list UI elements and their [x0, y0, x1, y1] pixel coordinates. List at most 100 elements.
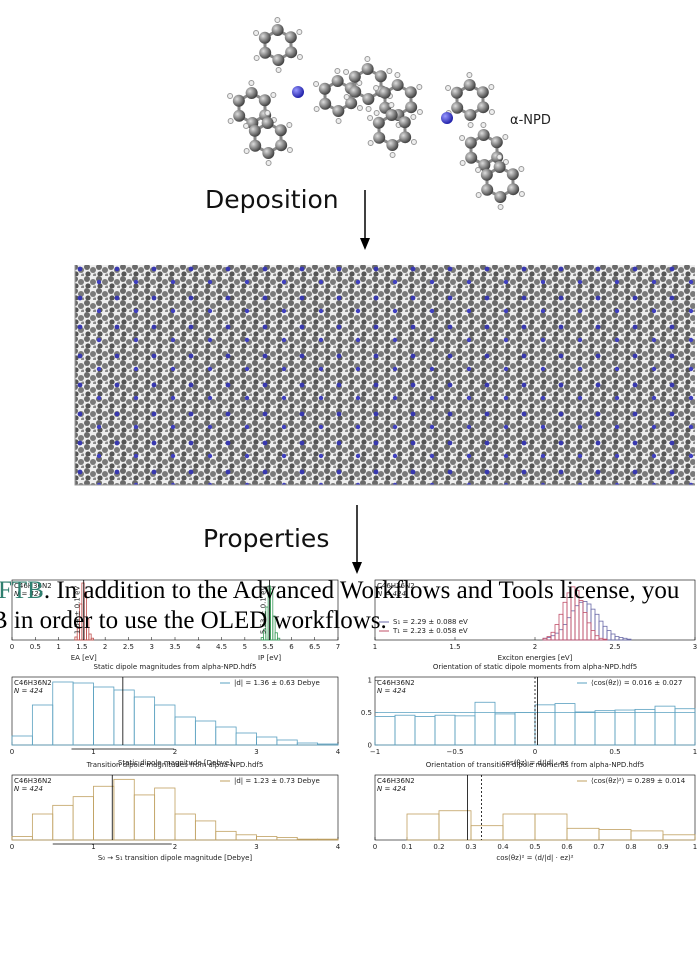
- x-tick-label: 1: [91, 748, 95, 756]
- hydrogen: [335, 117, 342, 124]
- histogram-bar: [602, 638, 608, 641]
- atom: [259, 46, 272, 59]
- histogram-bar: [52, 681, 74, 746]
- histogram-bar: [590, 608, 596, 641]
- legend-label: S₁ = 2.29 ± 0.088 eV: [393, 618, 468, 626]
- hydrogen: [270, 91, 277, 98]
- histogram-bar: [438, 810, 472, 841]
- atom: [477, 101, 490, 114]
- histogram-bar: [626, 638, 632, 641]
- x-tick-label: 1: [373, 643, 377, 651]
- histogram-bar: [502, 813, 536, 841]
- hydrogen: [365, 105, 372, 112]
- histogram-bar: [590, 630, 596, 641]
- atom: [258, 94, 271, 107]
- histogram-bar: [86, 618, 90, 641]
- atom: [261, 117, 274, 130]
- annotation: N = 424: [377, 785, 406, 793]
- annotation: N = 424: [14, 785, 43, 793]
- step-label: Properties: [203, 524, 329, 553]
- histogram-bar: [174, 813, 196, 841]
- histogram-bar: [194, 720, 217, 746]
- x-tick-label: 4.5: [216, 643, 227, 651]
- x-tick-label: 0: [10, 748, 14, 756]
- hydrogen: [416, 108, 423, 115]
- hydrogen: [253, 30, 260, 37]
- x-tick-label: 3: [149, 643, 153, 651]
- histogram-bar: [270, 588, 274, 641]
- histogram-bar: [272, 615, 276, 641]
- hydrogen: [410, 138, 417, 145]
- annotation: C46H36N2: [14, 679, 52, 687]
- atom: [480, 168, 493, 181]
- atom: [271, 24, 284, 37]
- histogram-bar: [256, 736, 278, 746]
- legend-label: ⟨cos(θz)⟩ = 0.016 ± 0.027: [591, 679, 682, 687]
- x-axis-label: Static dipole magnitude [Debye]: [118, 759, 232, 767]
- atom: [405, 101, 418, 114]
- legend-label: ⟨cos(θz)²⟩ = 0.289 ± 0.014: [591, 777, 686, 785]
- histogram-bar: [277, 637, 281, 641]
- histogram-bar: [296, 838, 319, 841]
- hydrogen: [475, 167, 482, 174]
- hydrogen: [343, 94, 350, 101]
- histogram-bar: [414, 716, 436, 746]
- hydrogen: [264, 110, 271, 117]
- annotation: C46H36N2: [377, 777, 415, 785]
- atom: [361, 63, 374, 76]
- hydrogen: [502, 133, 509, 140]
- atom: [332, 104, 345, 117]
- x-tick-label: 2: [533, 643, 537, 651]
- hydrogen: [227, 93, 234, 100]
- atom: [331, 75, 344, 88]
- annotation: N = 424: [377, 590, 406, 598]
- histogram-bar: [578, 600, 584, 641]
- x-tick-label: 7: [336, 643, 340, 651]
- hydrogen: [296, 28, 303, 35]
- hydrogen: [275, 66, 282, 73]
- hydrogen: [394, 72, 401, 79]
- atom: [476, 86, 489, 99]
- x-tick-label: 4: [196, 643, 201, 651]
- chart-title: Static dipole magnitudes from alpha-NPD.…: [94, 663, 257, 671]
- histogram-bar: [554, 703, 576, 746]
- hydrogen: [243, 123, 250, 130]
- histogram-bar: [674, 708, 696, 746]
- x-tick-label: 0: [373, 843, 377, 851]
- x-axis-label: cos(θz) = d/|d| · ez: [502, 759, 568, 767]
- histogram-bar: [566, 827, 600, 841]
- x-tick-label: 0.5: [529, 843, 540, 851]
- legend-label: |d| = 1.23 ± 0.73 Debye: [234, 777, 320, 785]
- hydrogen: [296, 53, 303, 60]
- annotation: C46H36N2: [377, 582, 415, 590]
- text: . In addition to the Advanced Workflows …: [44, 577, 680, 604]
- histogram-bar: [550, 631, 556, 641]
- atom: [494, 190, 507, 203]
- histogram-bar: [11, 836, 33, 841]
- x-tick-label: 3: [254, 843, 258, 851]
- link[interactable]: FTB: [0, 577, 44, 604]
- x-tick-label: 2: [103, 643, 107, 651]
- histogram-bar: [72, 796, 94, 841]
- histogram-bar: [276, 739, 298, 746]
- x-axis-label: EA [eV]: [71, 654, 97, 662]
- hydrogen: [467, 121, 474, 128]
- histogram-bar: [31, 704, 54, 746]
- atom: [318, 82, 331, 95]
- chart-title: Orientation of transition dipole moments…: [426, 761, 644, 769]
- histogram-bar: [90, 637, 94, 641]
- x-tick-label: 3: [254, 748, 258, 756]
- atom: [232, 94, 245, 107]
- histogram-bar: [154, 787, 176, 841]
- atom: [398, 116, 411, 129]
- histogram-bar: [534, 813, 568, 841]
- annotation: N = 424: [377, 687, 406, 695]
- histogram-bar: [394, 714, 416, 746]
- hydrogen: [227, 118, 234, 125]
- histogram-bar: [256, 836, 278, 841]
- histogram-bar: [235, 834, 257, 841]
- histogram-bar: [154, 704, 176, 746]
- histogram-bar: [602, 625, 608, 641]
- x-tick-label: 1.5: [449, 643, 460, 651]
